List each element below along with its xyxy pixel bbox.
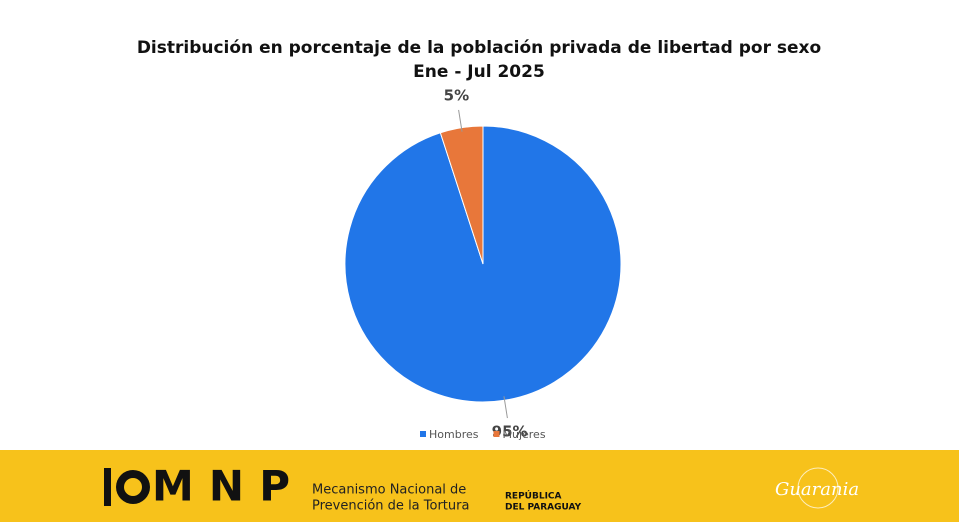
data-label: 5% (444, 87, 469, 105)
leader-line (503, 396, 508, 419)
data-label: 95% (492, 422, 528, 440)
leader-line (458, 109, 463, 132)
legend-swatch (493, 431, 500, 437)
footer-band (0, 450, 959, 522)
logo-emblem-inner (124, 478, 142, 496)
legend-label: Hombres (429, 428, 479, 441)
legend: Hombres Mujeres (420, 428, 546, 441)
brand-seal (797, 467, 839, 509)
legend-label: Mujeres (502, 428, 545, 441)
logo-text: MNP (152, 462, 290, 511)
pie: 95% 5% (344, 87, 622, 440)
gov-line: REPÚBLICA (505, 490, 562, 502)
chart-title: Distribución en porcentaje de la poblaci… (137, 38, 821, 58)
chart-subtitle: Ene - Jul 2025 (413, 62, 545, 82)
logo-bar (104, 468, 111, 506)
gov-line: DEL PARAGUAY (505, 503, 582, 513)
org-line: Mecanismo Nacional de (312, 483, 466, 498)
legend-swatch (420, 431, 426, 437)
org-line: Prevención de la Tortura (312, 499, 469, 514)
brand: Guarania (775, 479, 859, 500)
